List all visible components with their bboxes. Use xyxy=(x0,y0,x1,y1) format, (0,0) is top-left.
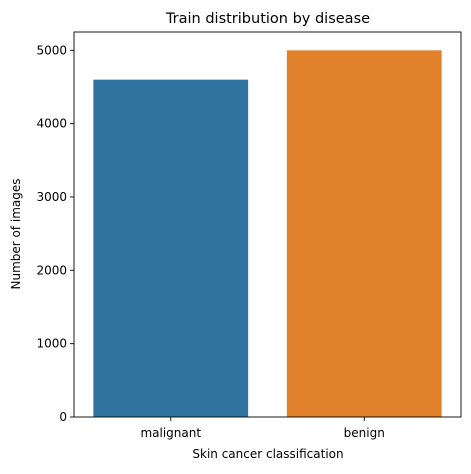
x-axis: malignant benign xyxy=(140,417,385,440)
x-tick-label-malignant: malignant xyxy=(140,426,201,440)
y-tick-label-2000: 2000 xyxy=(36,263,67,277)
y-tick-label-1000: 1000 xyxy=(36,337,67,351)
bar-malignant xyxy=(93,79,249,418)
x-axis-label: Skin cancer classification xyxy=(192,447,343,461)
plot-area xyxy=(73,31,462,418)
y-tick-label-3000: 3000 xyxy=(36,190,67,204)
plot-frame xyxy=(73,31,462,418)
y-tick-label-5000: 5000 xyxy=(36,43,67,57)
y-tick-label-4000: 4000 xyxy=(36,117,67,131)
chart-title: Train distribution by disease xyxy=(165,11,370,27)
bar-benign xyxy=(286,50,442,417)
y-axis-label: Number of images xyxy=(9,178,23,289)
x-tick-label-benign: benign xyxy=(344,426,385,440)
y-axis: 0 1000 2000 3000 4000 5000 xyxy=(36,43,74,424)
y-tick-label-0: 0 xyxy=(59,410,67,424)
